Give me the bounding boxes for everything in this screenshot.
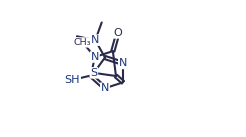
Text: N: N (91, 52, 99, 62)
Text: N: N (91, 35, 99, 45)
Text: SH: SH (65, 75, 80, 85)
Text: N: N (119, 58, 127, 68)
Text: N: N (101, 83, 109, 93)
Text: O: O (114, 28, 122, 38)
Text: S: S (90, 68, 97, 78)
Text: CH₃: CH₃ (74, 38, 92, 47)
